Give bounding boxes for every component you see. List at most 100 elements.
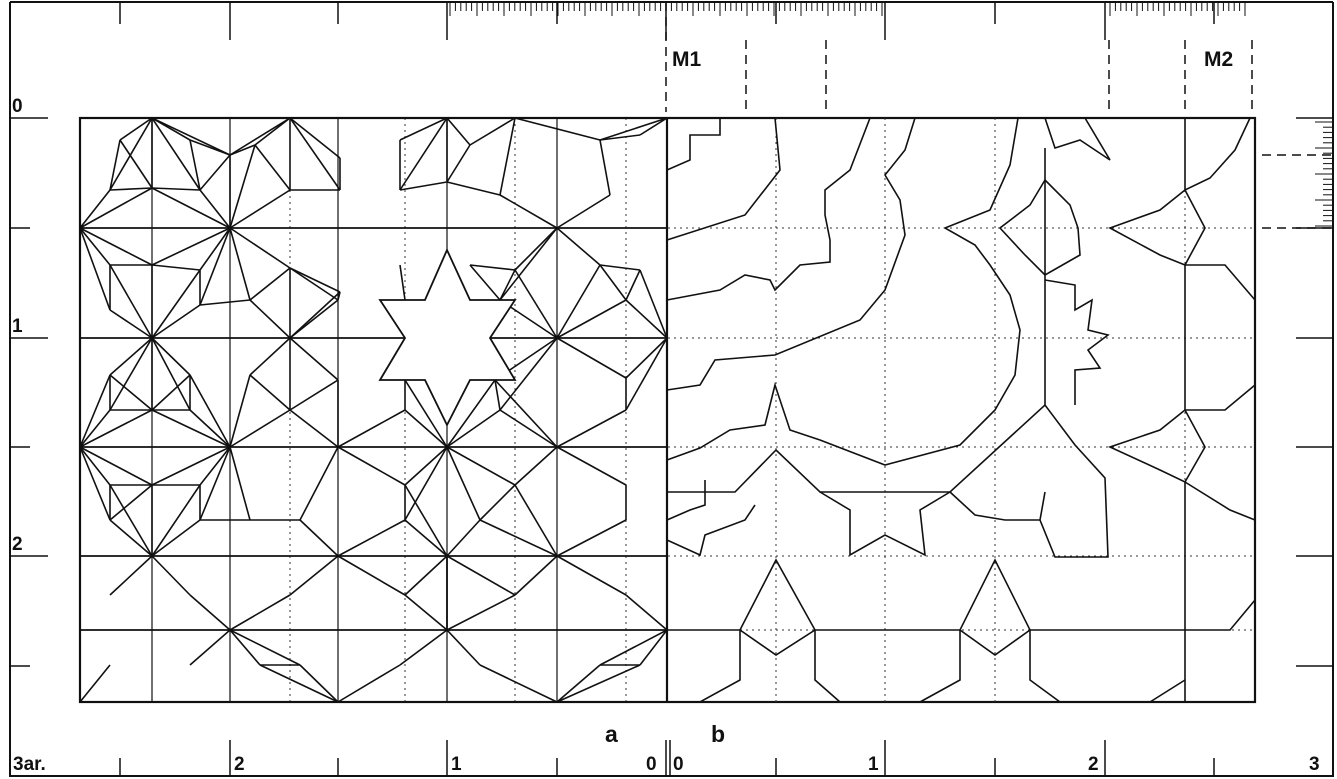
triangulation-edge	[109, 187, 153, 191]
triangulation-edge	[109, 519, 153, 557]
triangulation-edge	[337, 409, 406, 448]
triangulation-edge	[79, 227, 111, 266]
triangulation-edge	[109, 374, 153, 411]
triangulation-edge	[79, 664, 111, 703]
triangulation-edge	[446, 594, 516, 631]
outline-25	[959, 629, 1031, 656]
outline-1	[666, 118, 721, 171]
triangulation-edge	[494, 379, 558, 448]
triangulation-edge	[404, 555, 448, 596]
triangulation-edge	[199, 446, 231, 521]
triangulation-edge	[337, 555, 406, 596]
triangulation-edge	[599, 629, 668, 666]
triangulation-edge	[289, 379, 339, 411]
triangulation-edge	[499, 194, 558, 229]
left-label-0: 0	[12, 96, 23, 117]
triangulation-edge	[229, 629, 261, 666]
outline-15	[1184, 481, 1256, 521]
outline-8	[998, 179, 1081, 276]
triangulation-edge	[289, 267, 339, 301]
triangulation-edge	[79, 446, 111, 486]
triangulation-edge	[109, 484, 153, 521]
triangulation-edge	[151, 264, 201, 271]
triangulation-edge	[446, 519, 481, 557]
outline-17	[666, 480, 706, 521]
triangulation-edge	[479, 664, 558, 703]
outline-14	[1107, 409, 1206, 484]
triangulation-edge	[337, 446, 406, 486]
triangulation-edge	[556, 264, 601, 339]
triangulation-edge	[337, 519, 406, 557]
triangulation-edge	[404, 519, 448, 557]
marker-label-m2: M2	[1204, 48, 1233, 71]
triangulation-edge	[446, 144, 471, 183]
triangulation-edge	[289, 299, 339, 339]
triangulation-edge	[189, 409, 231, 448]
triangulation-edge	[446, 409, 501, 448]
triangulation-edge	[446, 446, 516, 486]
triangulation-edge	[556, 194, 611, 229]
triangulation-edge	[151, 446, 231, 486]
triangulation-edge	[639, 117, 668, 136]
outline-22	[739, 629, 816, 656]
triangulation-edge	[229, 144, 256, 229]
triangulation-edge	[639, 629, 668, 666]
triangulation-edge	[404, 446, 448, 486]
triangulation-edge	[446, 117, 471, 146]
triangulation-edge	[494, 379, 501, 411]
triangulation-edge	[289, 117, 341, 159]
triangulation-edge	[109, 337, 153, 411]
triangulation-edge	[514, 227, 558, 271]
triangulation-edge	[556, 227, 601, 266]
outline-20	[949, 491, 1040, 521]
band-line-lower	[667, 558, 1256, 631]
triangulation-edge	[499, 409, 558, 448]
triangulation-edge	[299, 446, 339, 521]
triangulation-edge	[399, 181, 448, 191]
triangulation-edge	[199, 227, 231, 306]
triangulation-edge	[151, 519, 201, 557]
triangulation-edge	[199, 227, 231, 271]
triangulation-edge	[109, 139, 121, 191]
triangulation-edge	[79, 446, 111, 521]
triangulation-edge	[151, 117, 201, 191]
triangulation-edge	[79, 409, 153, 448]
triangulation-edge	[556, 664, 641, 703]
triangulation-edge	[151, 187, 231, 229]
bottom-label-2-a: 2	[234, 754, 245, 775]
triangulation-edge	[514, 555, 558, 596]
outline-23	[814, 630, 841, 703]
triangulation-edge	[79, 227, 111, 311]
triangulation-edge	[556, 409, 627, 448]
ruler-bottom-ticks	[119, 740, 1215, 776]
triangulation-edge	[119, 139, 153, 189]
outline-18	[666, 504, 756, 557]
triangulation-edge	[556, 337, 627, 379]
triangulation-edge	[229, 227, 251, 301]
outline-6	[1044, 117, 1111, 161]
triangulation-edge	[119, 117, 153, 141]
triangulation-edge	[404, 446, 448, 521]
ruler-top-fine-ticks	[449, 2, 1246, 16]
triangulation-edge	[479, 484, 516, 521]
triangulation-edge	[556, 664, 601, 703]
triangulation-edge	[151, 374, 191, 411]
triangulation-edge	[109, 264, 153, 339]
triangulation-edge	[199, 446, 231, 486]
triangulation-edge	[289, 117, 341, 191]
triangulation-edge	[479, 519, 558, 557]
bottom-label-3-b: 3	[1309, 754, 1320, 775]
triangulation-edge	[199, 189, 231, 229]
triangulation-edge	[499, 269, 516, 301]
triangulation-edge	[249, 267, 291, 301]
triangulation-edge	[109, 117, 153, 191]
left-label-2: 2	[12, 534, 23, 555]
bottom-label-0-b: 0	[673, 754, 684, 775]
central-star	[378, 247, 517, 428]
triangulation-edge	[625, 337, 668, 379]
outline-13	[1184, 265, 1256, 411]
triangulation-edge	[79, 189, 111, 229]
triangulation-edge	[79, 409, 111, 448]
triangulation-edge	[337, 664, 401, 703]
